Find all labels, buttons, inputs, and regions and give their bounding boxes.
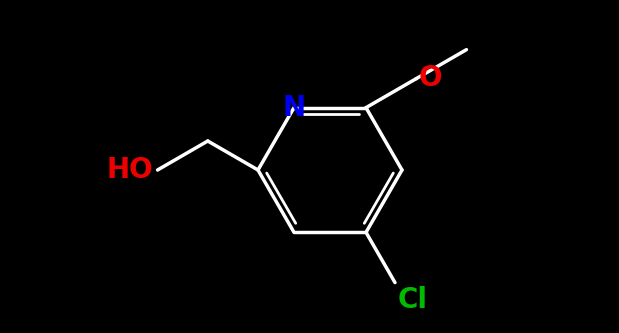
Text: HO: HO [107, 156, 154, 184]
Text: Cl: Cl [398, 286, 428, 314]
Text: N: N [282, 94, 306, 122]
Text: O: O [418, 64, 442, 92]
